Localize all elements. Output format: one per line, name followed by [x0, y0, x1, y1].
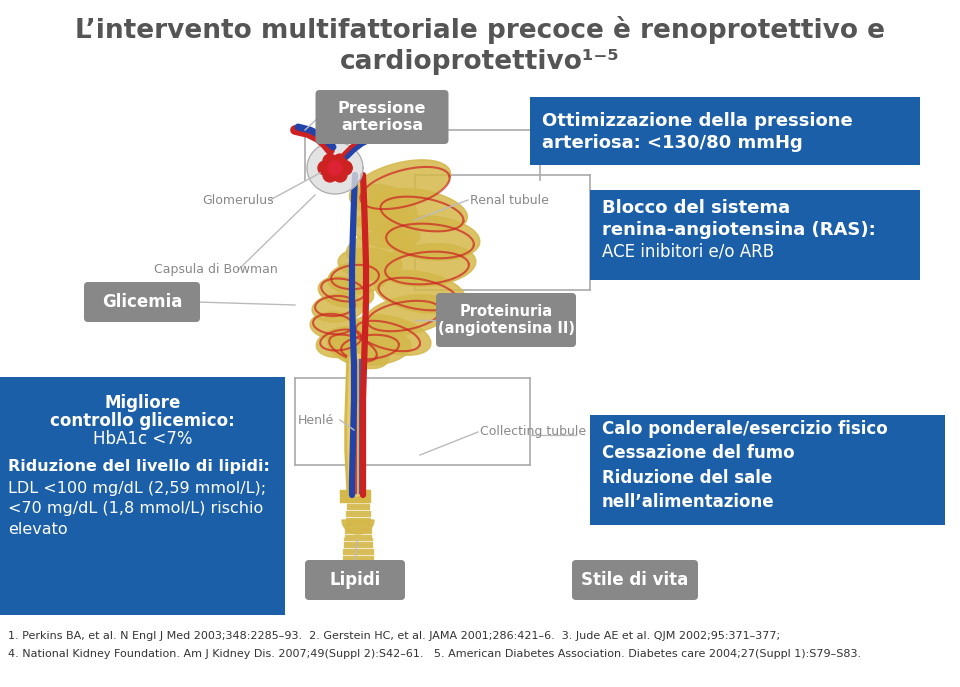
Polygon shape — [353, 199, 417, 232]
Polygon shape — [328, 262, 388, 294]
Text: Proteinuria
(angiotensina II): Proteinuria (angiotensina II) — [438, 304, 574, 336]
Text: Calo ponderale/esercizio fisico: Calo ponderale/esercizio fisico — [602, 420, 888, 438]
Text: Henlé: Henlé — [298, 414, 334, 427]
Polygon shape — [327, 331, 389, 369]
Polygon shape — [319, 276, 373, 308]
Polygon shape — [365, 295, 451, 335]
Text: elevato: elevato — [8, 521, 67, 537]
Text: LDL <100 mg/dL (2,59 mmol/L);: LDL <100 mg/dL (2,59 mmol/L); — [8, 482, 266, 497]
FancyBboxPatch shape — [572, 560, 698, 600]
Circle shape — [328, 161, 342, 175]
Polygon shape — [374, 271, 466, 313]
Text: arteriosa: <130/80 mmHg: arteriosa: <130/80 mmHg — [542, 134, 803, 152]
Text: Riduzione del sale: Riduzione del sale — [602, 469, 772, 487]
Text: Pressione
arteriosa: Pressione arteriosa — [338, 101, 426, 133]
FancyBboxPatch shape — [530, 97, 920, 165]
Text: Stile di vita: Stile di vita — [582, 571, 688, 589]
FancyBboxPatch shape — [316, 90, 448, 144]
Text: Collecting tubule: Collecting tubule — [480, 425, 587, 438]
FancyBboxPatch shape — [84, 282, 200, 322]
Text: controllo glicemico:: controllo glicemico: — [50, 412, 235, 430]
Polygon shape — [307, 142, 363, 194]
Circle shape — [333, 154, 347, 168]
Text: Riduzione del livello di lipidi:: Riduzione del livello di lipidi: — [8, 460, 270, 475]
Polygon shape — [372, 189, 468, 232]
Polygon shape — [347, 230, 414, 266]
Polygon shape — [350, 185, 410, 215]
Circle shape — [338, 161, 352, 175]
FancyBboxPatch shape — [436, 293, 576, 347]
Text: ACE inibitori e/o ARB: ACE inibitori e/o ARB — [602, 243, 774, 261]
FancyBboxPatch shape — [590, 190, 920, 280]
Text: HbA1c <7%: HbA1c <7% — [93, 430, 192, 448]
Polygon shape — [338, 248, 402, 280]
FancyBboxPatch shape — [305, 560, 405, 600]
Text: Blocco del sistema: Blocco del sistema — [602, 199, 790, 217]
Text: nell’alimentazione: nell’alimentazione — [602, 493, 775, 511]
FancyBboxPatch shape — [590, 415, 945, 525]
Polygon shape — [342, 520, 374, 534]
Text: Cessazione del fumo: Cessazione del fumo — [602, 444, 795, 462]
Polygon shape — [312, 294, 364, 322]
Text: Migliore: Migliore — [105, 394, 180, 412]
Text: cardioprotettivo¹⁻⁵: cardioprotettivo¹⁻⁵ — [340, 49, 620, 75]
Polygon shape — [310, 312, 362, 340]
Circle shape — [338, 161, 352, 175]
Text: <70 mg/dL (1,8 mmol/L) rischio: <70 mg/dL (1,8 mmol/L) rischio — [8, 502, 263, 517]
Text: 1. Perkins BA, et al. N Engl J Med 2003;348:2285–93.  2. Gerstein HC, et al. JAM: 1. Perkins BA, et al. N Engl J Med 2003;… — [8, 631, 780, 641]
Text: Glomerulus: Glomerulus — [202, 194, 274, 207]
Polygon shape — [352, 213, 420, 249]
Text: 4. National Kidney Foundation. Am J Kidney Dis. 2007;49(Suppl 2):S42–61.   5. Am: 4. National Kidney Foundation. Am J Kidn… — [8, 649, 861, 659]
Circle shape — [318, 161, 332, 175]
Polygon shape — [380, 244, 476, 286]
Text: L’intervento multifattoriale precoce è renoprotettivo e: L’intervento multifattoriale precoce è r… — [75, 16, 885, 44]
Text: Ottimizzazione della pressione: Ottimizzazione della pressione — [542, 112, 852, 130]
Text: Glicemia: Glicemia — [102, 293, 182, 311]
Polygon shape — [339, 330, 411, 365]
Text: Renal tubule: Renal tubule — [470, 194, 549, 207]
Polygon shape — [380, 216, 480, 260]
Circle shape — [323, 154, 337, 168]
Polygon shape — [349, 160, 450, 210]
Circle shape — [333, 168, 347, 182]
Text: Lipidi: Lipidi — [329, 571, 380, 589]
Text: Capsula di Bowman: Capsula di Bowman — [154, 264, 277, 276]
Polygon shape — [353, 315, 431, 355]
Circle shape — [323, 168, 337, 182]
Text: renina-angiotensina (RAS):: renina-angiotensina (RAS): — [602, 221, 876, 239]
Polygon shape — [316, 326, 372, 357]
FancyBboxPatch shape — [0, 377, 285, 615]
